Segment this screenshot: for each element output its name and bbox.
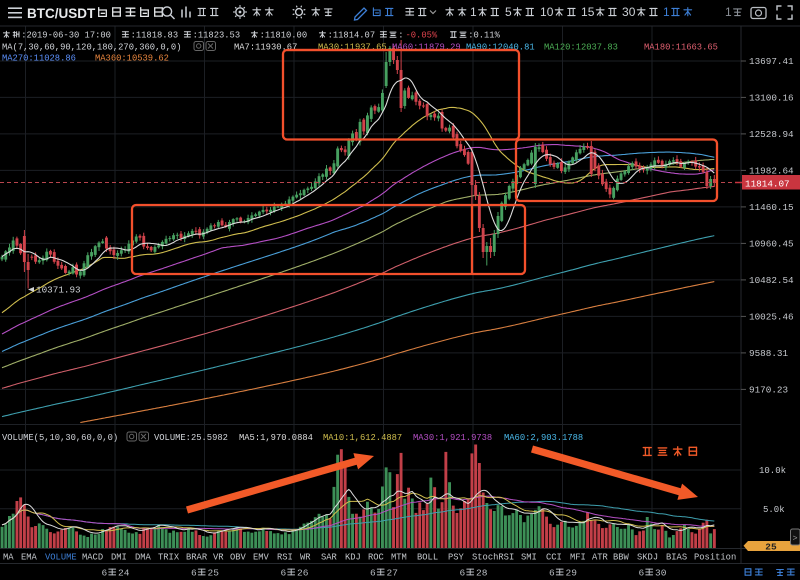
svg-text:13697.41: 13697.41: [749, 56, 794, 67]
svg-text:MTM: MTM: [391, 553, 407, 563]
svg-text:BOLL: BOLL: [417, 553, 438, 563]
svg-text:VOLUME: VOLUME: [45, 553, 77, 563]
svg-text:12528.94: 12528.94: [749, 129, 794, 140]
svg-text:ROC: ROC: [368, 553, 384, 563]
svg-text:MA270:11028.86: MA270:11028.86: [2, 54, 76, 64]
svg-text:>: >: [792, 534, 797, 544]
svg-text:13100.16: 13100.16: [749, 93, 794, 104]
svg-text:VR: VR: [213, 553, 224, 563]
svg-text:10482.54: 10482.54: [749, 275, 794, 286]
svg-text::11823.53: :11823.53: [193, 31, 241, 41]
svg-text:VOLUME:25.5982: VOLUME:25.5982: [154, 433, 228, 443]
svg-text:11460.15: 11460.15: [749, 202, 794, 213]
svg-text:CCI: CCI: [546, 553, 562, 563]
svg-text::0.11%: :0.11%: [468, 31, 500, 41]
svg-text:27: 27: [387, 568, 398, 579]
svg-text:25: 25: [208, 568, 220, 579]
svg-text:25: 25: [765, 542, 777, 553]
svg-text:MA7:11930.67: MA7:11930.67: [234, 43, 297, 53]
svg-text::: :: [398, 31, 403, 41]
svg-text:9170.23: 9170.23: [749, 385, 788, 396]
svg-text:DMA: DMA: [135, 553, 152, 563]
svg-text:1: 1: [725, 5, 732, 19]
svg-text:SAR: SAR: [321, 553, 338, 563]
svg-text:1: 1: [663, 5, 670, 19]
svg-text:-0.05%: -0.05%: [406, 31, 438, 41]
svg-text:BRAR: BRAR: [186, 553, 208, 563]
svg-text:MA60:2,903.1788: MA60:2,903.1788: [504, 433, 583, 443]
svg-text:Position: Position: [694, 553, 736, 563]
svg-text:ATR: ATR: [592, 553, 609, 563]
svg-text:MA: MA: [3, 553, 14, 563]
svg-text:0: 0: [629, 5, 636, 19]
svg-text:5: 5: [588, 5, 595, 19]
svg-text::11810.00: :11810.00: [260, 31, 308, 41]
svg-text:MA(7,30,60,90,120,180,270,360,: MA(7,30,60,90,120,180,270,360,0,0): [2, 43, 182, 53]
svg-text:MA90:12040.81: MA90:12040.81: [466, 43, 535, 53]
svg-text:30: 30: [655, 568, 667, 579]
svg-text:24: 24: [118, 568, 130, 579]
svg-text:BTC/USDT: BTC/USDT: [27, 6, 96, 21]
svg-text:MA10:1,612.4887: MA10:1,612.4887: [323, 433, 402, 443]
svg-text:1: 1: [540, 5, 547, 19]
svg-text:10960.45: 10960.45: [749, 239, 794, 250]
svg-text:MA5:1,970.0884: MA5:1,970.0884: [239, 433, 313, 443]
svg-text:BBW: BBW: [613, 553, 630, 563]
svg-text:DMI: DMI: [111, 553, 127, 563]
svg-text:6: 6: [102, 568, 108, 579]
svg-text:1: 1: [470, 5, 477, 19]
svg-text::11818.83: :11818.83: [131, 31, 179, 41]
svg-text:6: 6: [639, 568, 645, 579]
svg-text:6: 6: [281, 568, 287, 579]
svg-text:MFI: MFI: [570, 553, 586, 563]
svg-text:OBV: OBV: [230, 553, 247, 563]
svg-text:MA30:1,921.9738: MA30:1,921.9738: [413, 433, 492, 443]
svg-text:26: 26: [297, 568, 309, 579]
svg-text:28: 28: [476, 568, 488, 579]
svg-text:10.0k: 10.0k: [759, 466, 786, 476]
svg-text:EMV: EMV: [253, 553, 270, 563]
svg-text:MA60:11879.29: MA60:11879.29: [392, 43, 461, 53]
svg-text:MA360:10539.62: MA360:10539.62: [95, 54, 169, 64]
svg-text:MA30:11937.65: MA30:11937.65: [318, 43, 387, 53]
svg-text:WR: WR: [300, 553, 311, 563]
svg-text:SMI: SMI: [521, 553, 537, 563]
svg-text:RSI: RSI: [277, 553, 293, 563]
svg-text:10025.46: 10025.46: [749, 312, 794, 323]
svg-text::11814.07: :11814.07: [328, 31, 376, 41]
svg-text:KDJ: KDJ: [345, 553, 361, 563]
svg-text:6: 6: [460, 568, 466, 579]
svg-text:VOLUME(5,10,30,60,0,0): VOLUME(5,10,30,60,0,0): [2, 433, 118, 443]
svg-text:11982.64: 11982.64: [749, 166, 794, 177]
svg-text:MA120:12037.83: MA120:12037.83: [544, 43, 618, 53]
svg-text:29: 29: [566, 568, 578, 579]
svg-text:TRIX: TRIX: [158, 553, 180, 563]
svg-text:StochRSI: StochRSI: [472, 553, 514, 563]
svg-text:5.0k: 5.0k: [763, 505, 785, 515]
svg-text:6: 6: [549, 568, 555, 579]
svg-text:11814.07: 11814.07: [745, 178, 790, 189]
svg-text:5: 5: [505, 5, 512, 19]
svg-text:6: 6: [191, 568, 197, 579]
svg-text:PSY: PSY: [448, 553, 465, 563]
svg-text:BIAS: BIAS: [666, 553, 687, 563]
svg-text:9588.31: 9588.31: [749, 348, 788, 359]
svg-text:10371.93: 10371.93: [36, 285, 81, 296]
svg-text:MA180:11663.65: MA180:11663.65: [644, 43, 718, 53]
svg-text:MACD: MACD: [82, 553, 103, 563]
svg-text:3: 3: [622, 5, 629, 19]
svg-text:6: 6: [370, 568, 376, 579]
svg-text:SKDJ: SKDJ: [637, 553, 658, 563]
svg-text:1: 1: [581, 5, 588, 19]
svg-text::2019-06-30 17:00: :2019-06-30 17:00: [21, 31, 111, 41]
svg-text:EMA: EMA: [21, 553, 38, 563]
svg-text:0: 0: [547, 5, 554, 19]
